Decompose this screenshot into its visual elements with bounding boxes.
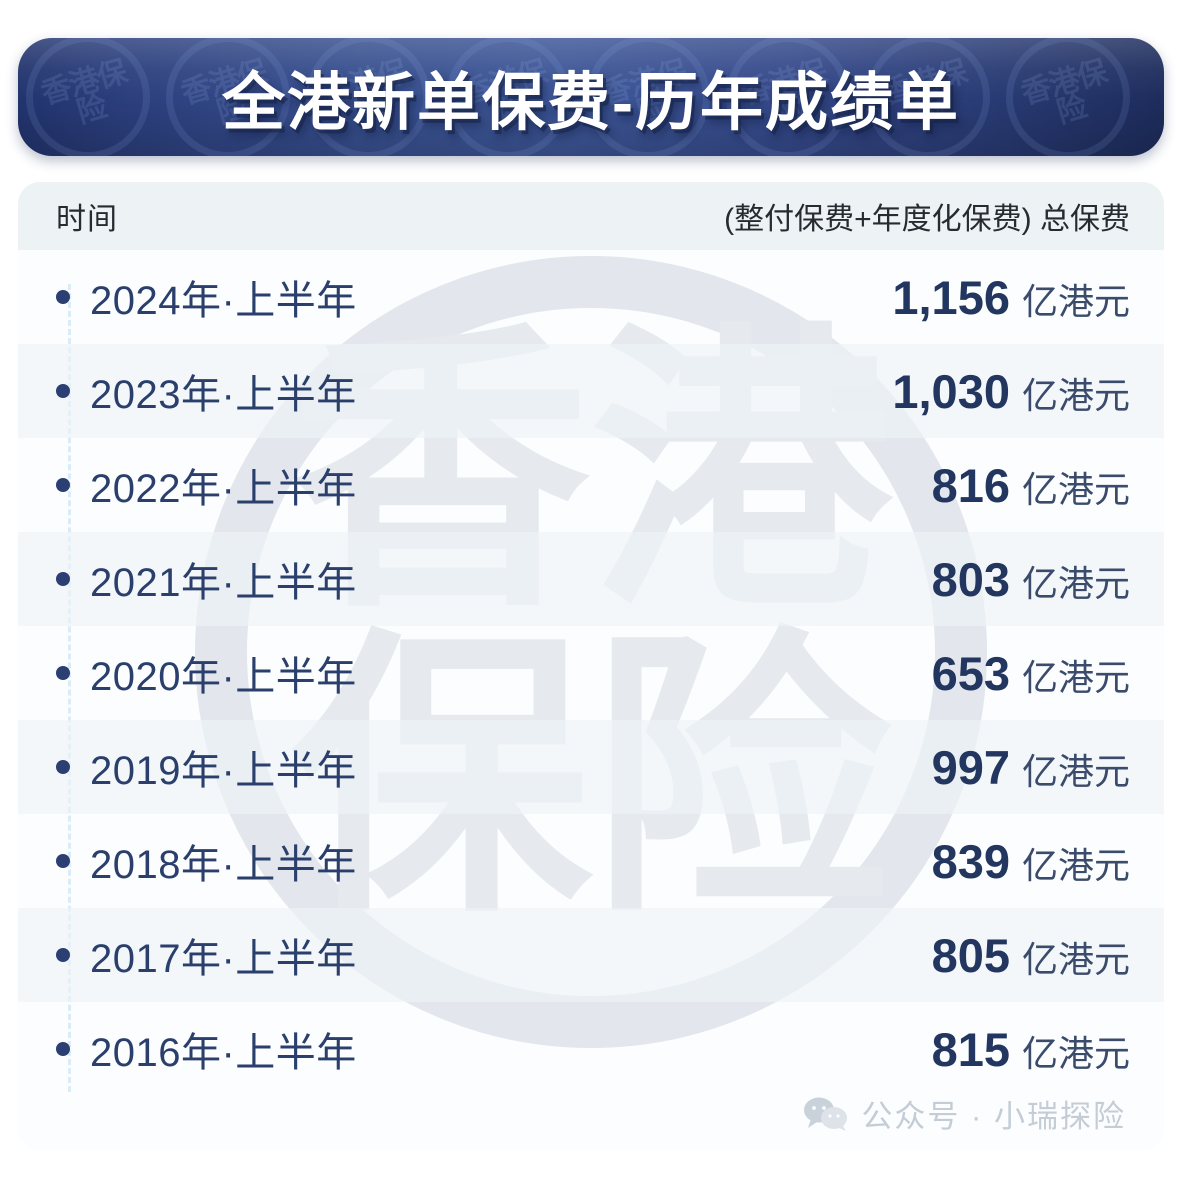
timeline-rail [68, 284, 71, 1092]
row-amount: 1,030 [892, 364, 1010, 418]
row-value: 1,030 亿港元 [892, 364, 1130, 419]
footer-credit-text: 公众号 · 小瑞探险 [861, 1099, 1126, 1134]
footer-credit: 公众号 · 小瑞探险 [803, 1091, 1126, 1136]
row-amount: 997 [931, 740, 1010, 794]
wechat-icon [804, 1097, 848, 1131]
table-row[interactable]: 2024年·上半年 1,156 亿港元 [18, 250, 1164, 344]
table-row[interactable]: 2016年·上半年 815 亿港元 [18, 1002, 1164, 1096]
row-period: 2023年·上半年 [90, 373, 357, 417]
row-amount: 803 [931, 552, 1010, 606]
row-unit: 亿港元 [1021, 938, 1130, 980]
row-value: 997 亿港元 [932, 740, 1130, 795]
row-amount: 815 [931, 1022, 1010, 1076]
table-row[interactable]: 2023年·上半年 1,030 亿港元 [18, 344, 1164, 438]
row-unit: 亿港元 [1021, 1032, 1130, 1074]
row-amount: 1,156 [892, 270, 1010, 324]
row-unit: 亿港元 [1021, 468, 1130, 510]
row-unit: 亿港元 [1021, 844, 1130, 886]
table-body: 2024年·上半年 1,156 亿港元 2023年·上半年 1,030 亿港元 … [18, 250, 1164, 1150]
timeline-bullet-icon [56, 1042, 70, 1056]
row-period: 2020年·上半年 [90, 655, 357, 699]
column-header-total-premium: (整付保费+年度化保费) 总保费 [724, 203, 1130, 236]
table-row[interactable]: 2020年·上半年 653 亿港元 [18, 626, 1164, 720]
timeline-bullet-icon [56, 666, 70, 680]
row-unit: 亿港元 [1021, 562, 1130, 604]
banner-background: 香港保险 香港保险 香港保险 香港保险 香港保险 香港保险 香港保险 香港保险 … [18, 38, 1164, 156]
row-period: 2021年·上半年 [90, 561, 357, 605]
row-unit: 亿港元 [1021, 374, 1130, 416]
table-row[interactable]: 2021年·上半年 803 亿港元 [18, 532, 1164, 626]
row-unit: 亿港元 [1021, 280, 1130, 322]
row-period: 2024年·上半年 [90, 279, 357, 323]
timeline-bullet-icon [56, 760, 70, 774]
table-row[interactable]: 2022年·上半年 816 亿港元 [18, 438, 1164, 532]
row-amount: 839 [931, 834, 1010, 888]
page-title: 全港新单保费-历年成绩单 [222, 67, 960, 138]
row-value: 803 亿港元 [932, 552, 1130, 607]
row-amount: 805 [931, 928, 1010, 982]
row-unit: 亿港元 [1021, 656, 1130, 698]
row-period: 2018年·上半年 [90, 843, 357, 887]
row-value: 815 亿港元 [932, 1022, 1130, 1077]
timeline-bullet-icon [56, 384, 70, 398]
row-period: 2022年·上半年 [90, 467, 357, 511]
timeline-bullet-icon [56, 290, 70, 304]
row-period: 2019年·上半年 [90, 749, 357, 793]
timeline-bullet-icon [56, 948, 70, 962]
row-value: 805 亿港元 [932, 928, 1130, 983]
timeline-bullet-icon [56, 572, 70, 586]
row-value: 839 亿港元 [932, 834, 1130, 889]
row-value: 653 亿港元 [932, 646, 1130, 701]
row-amount: 653 [931, 646, 1010, 700]
premium-table-card: 香港 保险 时间 (整付保费+年度化保费) 总保费 2024年·上半年 1,15… [18, 182, 1164, 1150]
table-row[interactable]: 2017年·上半年 805 亿港元 [18, 908, 1164, 1002]
table-row[interactable]: 2018年·上半年 839 亿港元 [18, 814, 1164, 908]
row-value: 1,156 亿港元 [892, 270, 1130, 325]
row-value: 816 亿港元 [932, 458, 1130, 513]
column-header-time: 时间 [56, 203, 118, 236]
table-header-row: 时间 (整付保费+年度化保费) 总保费 [18, 182, 1164, 250]
row-period: 2016年·上半年 [90, 1031, 357, 1075]
table-row[interactable]: 2019年·上半年 997 亿港元 [18, 720, 1164, 814]
title-banner: 香港保险 香港保险 香港保险 香港保险 香港保险 香港保险 香港保险 香港保险 … [18, 38, 1164, 156]
timeline-bullet-icon [56, 478, 70, 492]
timeline-bullet-icon [56, 854, 70, 868]
row-amount: 816 [931, 458, 1010, 512]
row-unit: 亿港元 [1021, 750, 1130, 792]
row-period: 2017年·上半年 [90, 937, 357, 981]
